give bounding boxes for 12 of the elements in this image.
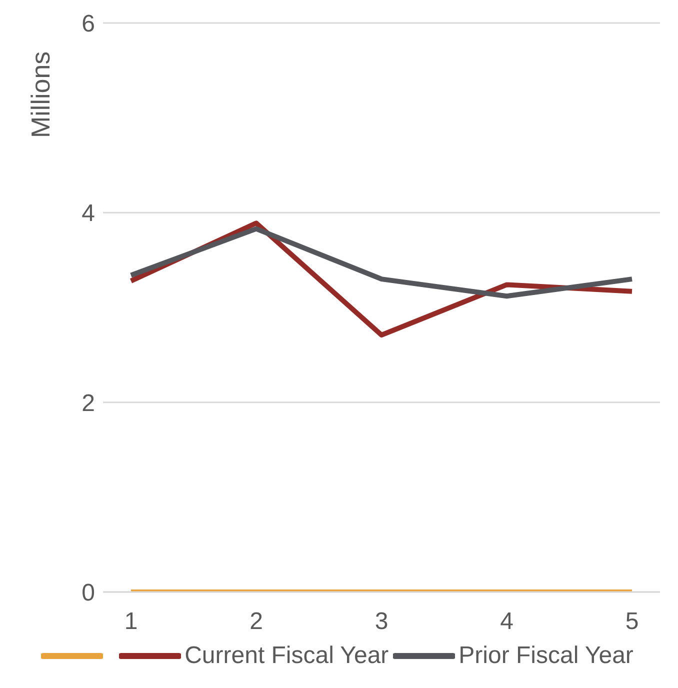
x-tick-label: 2 bbox=[250, 608, 263, 636]
legend-label: Prior Fiscal Year bbox=[458, 642, 634, 670]
x-tick-label: 5 bbox=[625, 608, 639, 636]
legend-label: Current Fiscal Year bbox=[184, 642, 389, 670]
y-tick-label: 0 bbox=[82, 580, 95, 607]
x-tick-label: 3 bbox=[374, 608, 388, 636]
x-tick-label: 4 bbox=[500, 608, 514, 636]
y-tick-label: 4 bbox=[82, 200, 95, 228]
y-axis-title: Millions bbox=[25, 51, 56, 138]
y-tick-label: 6 bbox=[82, 10, 95, 38]
y-tick-label: 2 bbox=[82, 390, 95, 417]
x-tick-label: 1 bbox=[124, 608, 138, 636]
